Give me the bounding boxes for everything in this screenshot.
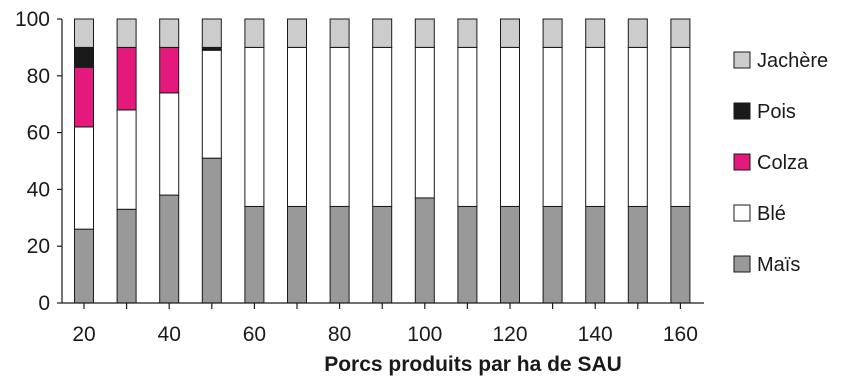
legend-swatch-jachère	[733, 51, 751, 69]
bar-segment-jachère-100	[414, 18, 435, 48]
x-tick-label: 160	[663, 323, 698, 346]
x-tick-label: 80	[328, 323, 351, 346]
y-tick-label: 100	[15, 8, 50, 31]
bar-segment-blé-160	[670, 46, 691, 207]
legend-label: Jachère	[757, 50, 828, 72]
bar-segment-maïs-80	[329, 205, 350, 304]
bar-segment-blé-90	[372, 46, 393, 207]
bar-segment-jachère-110	[457, 18, 478, 48]
bar-segment-pois-20	[74, 46, 94, 68]
legend-swatch-pois	[733, 102, 751, 120]
legend-label: Pois	[757, 101, 796, 123]
legend-swatch-maïs	[733, 255, 751, 273]
legend-label: Maïs	[757, 254, 800, 276]
bar-segment-jachère-160	[670, 18, 691, 48]
bar-segment-blé-150	[627, 46, 648, 207]
bar-segment-blé-80	[329, 46, 350, 207]
bar-segment-blé-130	[542, 46, 563, 207]
y-tick-label: 40	[27, 178, 50, 201]
bars-group	[74, 18, 691, 304]
x-tick-label: 60	[243, 323, 266, 346]
bar-segment-blé-20	[74, 126, 94, 230]
bar-segment-maïs-140	[585, 205, 606, 304]
y-tick-label: 80	[27, 65, 50, 88]
bar-segment-jachère-90	[372, 18, 393, 48]
bar-segment-maïs-40	[159, 194, 180, 304]
bar-segment-maïs-120	[500, 205, 520, 304]
bar-segment-colza-40	[159, 46, 180, 94]
y-tick-label: 20	[27, 235, 50, 258]
bar-segment-jachère-50	[201, 18, 222, 48]
legend-swatch-blé	[733, 204, 751, 222]
bar-segment-blé-30	[116, 109, 137, 210]
legend-swatch-colza	[733, 153, 751, 171]
bar-segment-blé-100	[414, 46, 435, 199]
bar-segment-blé-40	[159, 92, 180, 196]
bar-segment-blé-140	[585, 46, 606, 207]
bar-segment-blé-50	[201, 49, 222, 159]
legend-label: Blé	[757, 203, 786, 225]
x-tick-label: 100	[407, 323, 442, 346]
bar-segment-maïs-150	[627, 205, 648, 304]
bar-segment-jachère-140	[585, 18, 606, 48]
bar-segment-maïs-70	[287, 205, 307, 304]
bar-segment-maïs-160	[670, 205, 691, 304]
x-tick-label: 120	[492, 323, 527, 346]
bar-segment-maïs-100	[414, 197, 435, 304]
bar-segment-blé-110	[457, 46, 478, 207]
bar-segment-jachère-120	[500, 18, 520, 48]
bar-segment-maïs-90	[372, 205, 393, 304]
x-tick-label: 40	[158, 323, 181, 346]
bar-segment-maïs-20	[74, 228, 94, 304]
bar-segment-jachère-20	[74, 18, 94, 48]
x-tick-label: 20	[72, 323, 95, 346]
bar-segment-maïs-50	[201, 157, 222, 304]
y-tick-labels: 0 20 40 60 80 100	[15, 8, 50, 315]
x-tick-label: 140	[578, 323, 613, 346]
y-tick-label: 0	[38, 292, 50, 315]
bar-segment-maïs-110	[457, 205, 478, 304]
x-axis-label: Porcs produits par ha de SAU	[324, 353, 622, 376]
bar-segment-jachère-70	[287, 18, 307, 48]
bar-segment-maïs-130	[542, 205, 563, 304]
bar-segment-jachère-30	[116, 18, 137, 48]
legend: Jachère Pois Colza Blé Maïs	[733, 50, 828, 276]
bar-segment-jachère-80	[329, 18, 350, 48]
legend-label: Colza	[757, 152, 809, 174]
bar-segment-blé-60	[244, 46, 265, 207]
bar-segment-jachère-150	[627, 18, 648, 48]
bar-segment-maïs-30	[116, 208, 137, 304]
bar-segment-colza-20	[74, 66, 94, 128]
bar-segment-jachère-130	[542, 18, 563, 48]
bar-segment-blé-70	[287, 46, 307, 207]
bar-segment-maïs-60	[244, 205, 265, 304]
axes-group	[57, 18, 704, 309]
bar-segment-jachère-60	[244, 18, 265, 48]
bar-segment-blé-120	[500, 46, 520, 207]
y-tick-label: 60	[27, 122, 50, 145]
x-tick-labels: 20 40 60 80 100 120 140 160	[72, 323, 698, 346]
bar-segment-jachère-40	[159, 18, 180, 48]
bar-segment-colza-30	[116, 46, 137, 111]
